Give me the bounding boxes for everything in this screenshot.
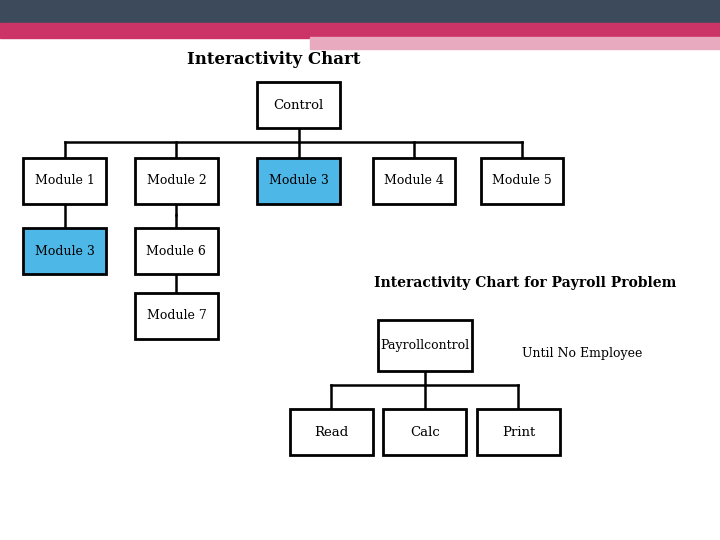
Bar (310, 37, 720, 49)
FancyBboxPatch shape (258, 158, 340, 204)
Text: Module 2: Module 2 (147, 174, 206, 187)
Text: Module 6: Module 6 (146, 245, 207, 258)
Text: Module 3: Module 3 (35, 245, 95, 258)
Bar (0, 23, 720, 38)
FancyBboxPatch shape (289, 409, 373, 455)
FancyBboxPatch shape (378, 320, 472, 372)
Text: Module 4: Module 4 (384, 174, 444, 187)
Text: Interactivity Chart for Payroll Problem: Interactivity Chart for Payroll Problem (374, 276, 677, 291)
FancyBboxPatch shape (135, 158, 217, 204)
FancyBboxPatch shape (477, 409, 560, 455)
FancyBboxPatch shape (258, 82, 340, 128)
FancyBboxPatch shape (383, 409, 467, 455)
FancyBboxPatch shape (135, 228, 217, 274)
Bar (0, 0, 720, 24)
Text: Module 1: Module 1 (35, 174, 95, 187)
FancyBboxPatch shape (481, 158, 563, 204)
Text: Module 3: Module 3 (269, 174, 329, 187)
Text: Until No Employee: Until No Employee (522, 347, 642, 360)
Text: Control: Control (274, 99, 324, 112)
Text: Module 7: Module 7 (147, 309, 206, 322)
FancyBboxPatch shape (373, 158, 455, 204)
Text: Interactivity Chart: Interactivity Chart (187, 51, 360, 68)
Text: Print: Print (502, 426, 535, 438)
Text: Payrollcontrol: Payrollcontrol (380, 339, 469, 352)
FancyBboxPatch shape (135, 293, 217, 339)
Text: Read: Read (314, 426, 348, 438)
FancyBboxPatch shape (23, 158, 107, 204)
Text: Calc: Calc (410, 426, 440, 438)
Text: Module 5: Module 5 (492, 174, 552, 187)
FancyBboxPatch shape (23, 228, 107, 274)
